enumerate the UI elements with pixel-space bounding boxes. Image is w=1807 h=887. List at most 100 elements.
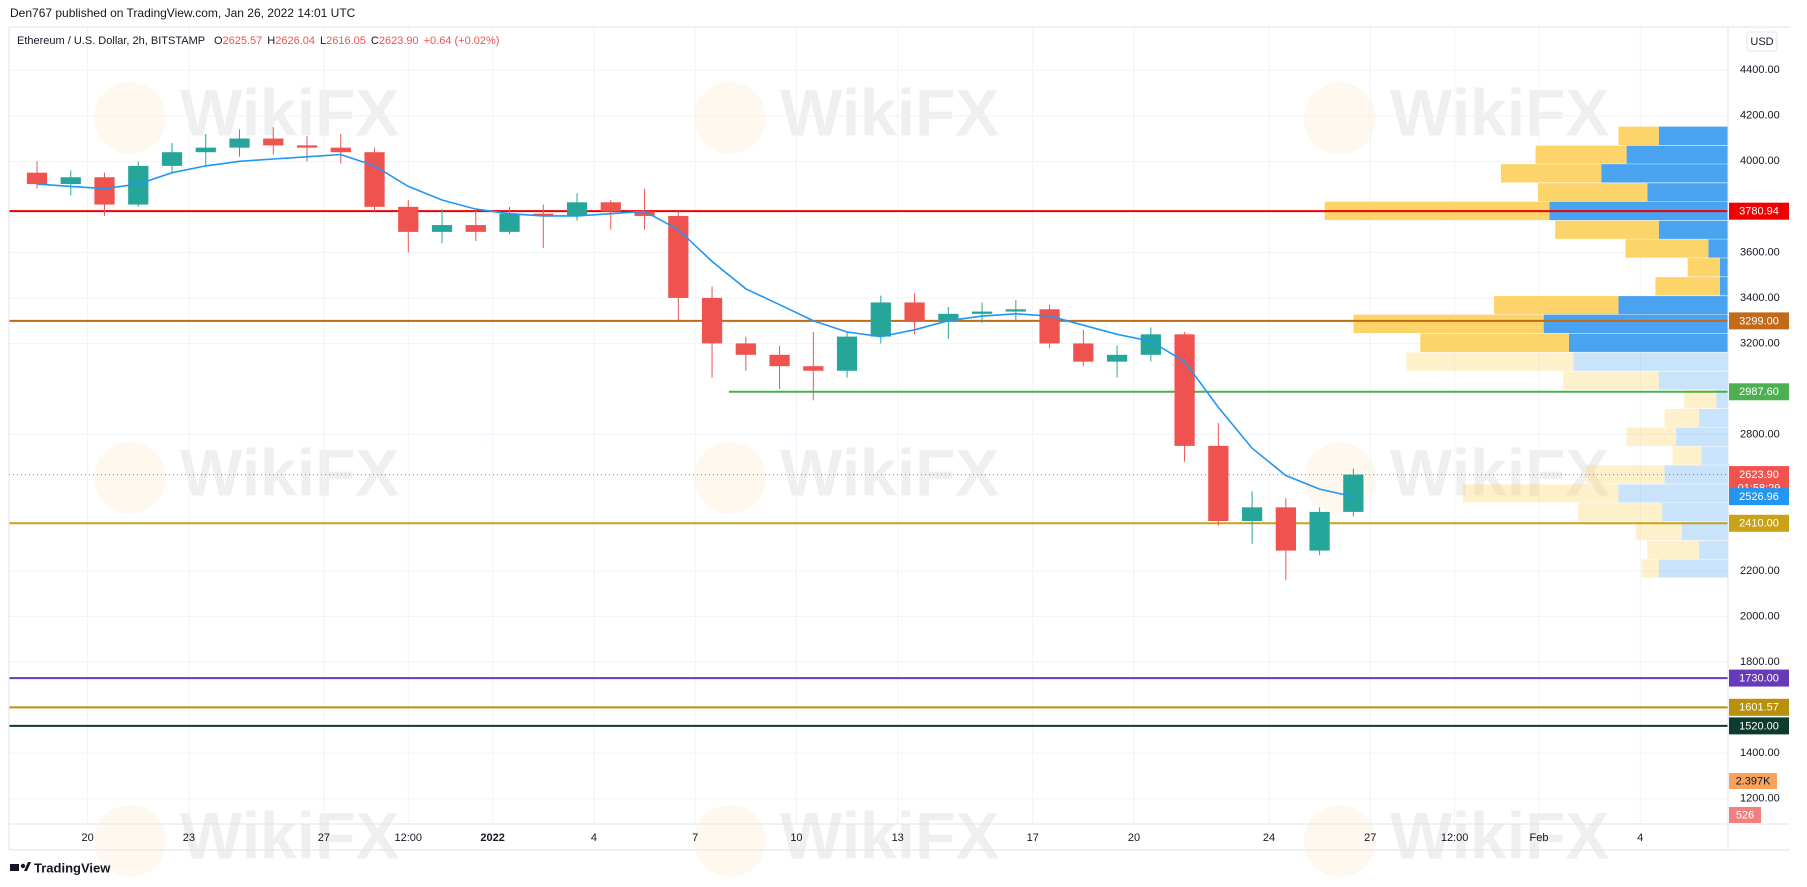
profile-up [1543, 314, 1728, 334]
profile-down [1500, 164, 1602, 183]
profile-down [1618, 126, 1659, 145]
publish-info: Den767 published on TradingView.com, Jan… [10, 6, 356, 20]
plot [9, 126, 1728, 727]
watermark-logo [94, 82, 166, 154]
candle-body [1275, 507, 1296, 551]
profile-down [1684, 389, 1717, 409]
profile-down [1664, 408, 1700, 428]
watermark-text: WikiFX [1390, 798, 1609, 872]
candle-body [1005, 309, 1026, 312]
last-price: 2623.90 [1739, 469, 1779, 481]
profile-up [1658, 559, 1728, 578]
logo-mark [10, 864, 19, 871]
profile-up [1618, 484, 1728, 503]
watermark-text: WikiFX [180, 75, 399, 149]
profile-down [1420, 333, 1569, 352]
x-tick-label: 12:00 [1441, 832, 1469, 844]
profile-up [1658, 220, 1728, 239]
level-label: 1601.57 [1739, 702, 1779, 714]
profile-up [1716, 389, 1728, 409]
candle-body [499, 213, 520, 232]
moving-average [36, 153, 1354, 498]
logo-mark [20, 863, 26, 869]
x-tick-label: 10 [790, 832, 802, 844]
currency-button[interactable] [1746, 31, 1778, 52]
candle-body [634, 211, 655, 216]
change: +0.64 (+0.02%) [424, 35, 500, 47]
y-tick-label: 4000.00 [1740, 155, 1780, 167]
profile-down [1655, 277, 1720, 296]
candle-body [904, 302, 925, 321]
y-tick-label: 3400.00 [1740, 292, 1780, 304]
y-tick-label: 4400.00 [1740, 64, 1780, 76]
profile-down [1494, 296, 1619, 315]
x-tick-label: 27 [1364, 832, 1376, 844]
candle-body [735, 343, 756, 355]
candle-body [836, 336, 858, 371]
ohlc-value: 2623.90 [379, 35, 419, 47]
level-label-bg [1729, 202, 1789, 220]
watermark-logo [1304, 82, 1376, 154]
y-tick-label: 1400.00 [1740, 747, 1780, 759]
candle-body [161, 152, 183, 166]
x-tick-label: Feb [1530, 832, 1549, 844]
candle-body [431, 225, 453, 232]
watermark-logo [1304, 805, 1376, 877]
candle-body [803, 366, 824, 371]
ma-value: 2526.96 [1739, 491, 1779, 503]
level-label: 1730.00 [1739, 672, 1779, 684]
watermark-logo [94, 805, 166, 877]
candle-body [566, 202, 588, 216]
volume-ma-bg [1729, 773, 1777, 789]
profile-up [1647, 183, 1728, 202]
volume-last: 526 [1736, 809, 1754, 821]
candle-body [1174, 334, 1195, 446]
ohlc-value: 2625.57 [223, 35, 263, 47]
currency-label[interactable]: USD [1750, 36, 1773, 48]
ohlc-key: O [214, 35, 223, 47]
watermark-text: WikiFX [180, 798, 399, 872]
profile-up [1573, 352, 1728, 371]
candle-body [263, 138, 284, 146]
candle-body [600, 202, 621, 212]
candle-body [1309, 511, 1330, 551]
candle-body [1343, 474, 1364, 512]
legend: Ethereum / U.S. Dollar, 2h, BITSTAMP O26… [17, 35, 499, 47]
x-tick-label: 12:00 [395, 832, 423, 844]
profile-up [1676, 427, 1728, 446]
profile-up [1626, 145, 1728, 164]
grid [9, 27, 1728, 824]
profile-up [1719, 277, 1728, 296]
profile-down [1647, 540, 1700, 559]
candle-body [94, 177, 115, 205]
profile-up [1618, 296, 1728, 315]
profile-up [1662, 502, 1728, 522]
level-label: 3299.00 [1739, 315, 1779, 327]
x-tick-label: 27 [318, 832, 330, 844]
profile-up [1708, 239, 1728, 258]
watermark-logo [94, 442, 166, 514]
profile-down [1626, 427, 1677, 446]
x-tick-label: 20 [82, 832, 94, 844]
x-tick-label: 4 [1637, 832, 1643, 844]
y-tick-label: 2000.00 [1740, 611, 1780, 623]
watermark-text: WikiFX [1390, 75, 1609, 149]
level-label-bg [1729, 514, 1789, 532]
ohlc-value: 2626.04 [275, 35, 315, 47]
candle-body [229, 138, 250, 148]
profile-down [1641, 559, 1659, 578]
x-tick-label: 20 [1128, 832, 1140, 844]
profile-down [1578, 502, 1663, 522]
y-tick-label: 3200.00 [1740, 337, 1780, 349]
level-label: 3780.94 [1739, 206, 1779, 218]
footer-brand: TradingView [34, 860, 111, 875]
profile-up [1658, 126, 1728, 145]
profile-down [1555, 220, 1659, 239]
y-tick-label: 2800.00 [1740, 428, 1780, 440]
watermark-text: WikiFX [180, 435, 399, 509]
candle-body [60, 177, 81, 185]
profile-down [1563, 371, 1659, 390]
candle-body [769, 354, 790, 367]
